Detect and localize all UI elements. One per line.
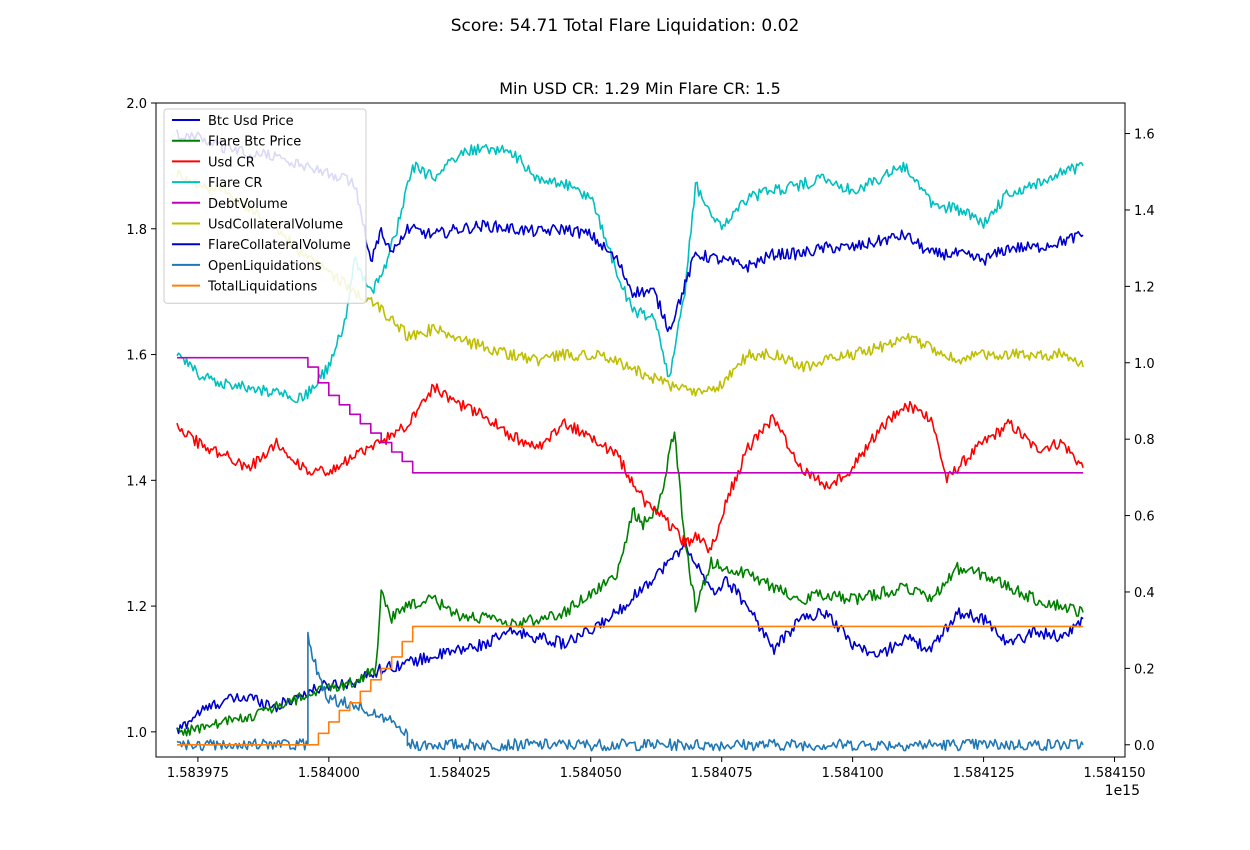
left-y-tick-label: 1.8 (126, 223, 147, 238)
x-tick-label: 1.583975 (167, 766, 229, 781)
right-y-tick-label: 1.2 (1134, 280, 1155, 295)
x-tick-label: 1.584025 (429, 766, 491, 781)
legend-label: OpenLiquidations (208, 259, 322, 274)
legend-label: Btc Usd Price (208, 114, 294, 129)
right-y-tick-label: 0.0 (1134, 739, 1155, 754)
series-line-debtvolume (177, 356, 1084, 474)
legend-label: TotalLiquidations (207, 280, 317, 295)
right-y-tick-label: 0.2 (1134, 662, 1155, 677)
legend-label: DebtVolume (208, 197, 288, 212)
x-axis: 1.583975 1.584000 1.584025 1.584050 1.584075… (167, 757, 1146, 781)
legend-box (163, 108, 367, 304)
x-offset-label: 1e15 (1105, 783, 1140, 799)
right-y-tick-label: 1.6 (1134, 128, 1155, 143)
x-tick-label: 1.584150 (1084, 766, 1146, 781)
right-y-tick-label: 0.6 (1134, 510, 1155, 525)
legend: Btc Usd Price Flare Btc Price Usd CR Flare … (163, 108, 367, 304)
series-line-totalliquidations (177, 625, 1084, 746)
axes-title: Min USD CR: 1.29 Min Flare CR: 1.5 (499, 79, 781, 98)
figure-suptitle: Score: 54.71 Total Flare Liquidation: 0.… (451, 16, 800, 36)
legend-label: UsdCollateralVolume (208, 218, 343, 233)
right-y-tick-label: 0.8 (1134, 433, 1155, 448)
left-y-tick-label: 1.0 (126, 726, 147, 741)
x-tick-label: 1.584000 (298, 766, 360, 781)
legend-label: Flare Btc Price (208, 135, 301, 150)
left-y-tick-label: 2.0 (126, 97, 147, 112)
right-y-tick-label: 0.4 (1134, 586, 1155, 601)
axes-frame (155, 102, 1126, 758)
series-line-flare-btc-price (176, 431, 1084, 737)
x-tick-label: 1.584075 (691, 766, 753, 781)
x-tick-label: 1.584050 (560, 766, 622, 781)
axes-border (155, 102, 1126, 758)
x-tick-label: 1.584100 (822, 766, 884, 781)
left-y-axis: 1.0 1.2 1.4 1.6 1.8 2.0 (126, 97, 156, 741)
series-line-btc-usd-price (176, 537, 1084, 735)
series-line-usd-cr (176, 383, 1084, 554)
right-y-tick-label: 1.4 (1134, 204, 1155, 219)
right-y-tick-label: 1.0 (1134, 357, 1155, 372)
left-y-tick-label: 1.4 (126, 474, 147, 489)
left-y-tick-label: 1.2 (126, 600, 147, 615)
legend-label: Usd CR (208, 155, 255, 170)
right-y-axis: 0.0 0.2 0.4 0.6 0.8 1.0 1.2 1.4 1.6 (1125, 128, 1155, 754)
left-y-tick-label: 1.6 (126, 349, 147, 364)
series-line-openliquidations (176, 631, 1084, 752)
legend-label: FlareCollateralVolume (208, 238, 351, 253)
legend-label: Flare CR (208, 176, 262, 191)
x-tick-label: 1.584125 (953, 766, 1015, 781)
series-line-flare-cr (176, 143, 1084, 404)
